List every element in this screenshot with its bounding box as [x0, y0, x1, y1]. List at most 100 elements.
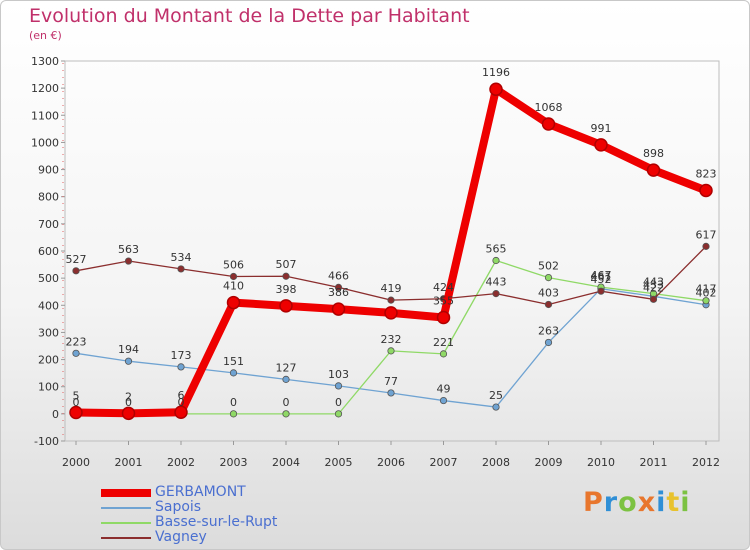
- x-tick-label: 2007: [430, 456, 458, 469]
- x-tick-label: 2001: [115, 456, 143, 469]
- data-label-gerbamont: 991: [591, 122, 612, 135]
- data-label-basse-sur-le-rupt: 502: [538, 260, 559, 273]
- data-point-gerbamont: [226, 295, 241, 310]
- data-point-basse-sur-le-rupt: [229, 410, 238, 418]
- data-label-vagney: 452: [591, 273, 612, 286]
- data-point-basse-sur-le-rupt: [334, 410, 343, 418]
- data-point-basse-sur-le-rupt: [387, 347, 395, 355]
- y-tick-label: 300: [38, 326, 59, 339]
- data-point-basse-sur-le-rupt: [544, 273, 553, 282]
- legend-item-sapois: Sapois: [101, 500, 277, 515]
- data-label-vagney: 527: [66, 253, 87, 266]
- data-label-gerbamont: 5: [73, 390, 80, 403]
- data-label-basse-sur-le-rupt: 0: [283, 396, 290, 409]
- data-label-sapois: 223: [66, 335, 87, 348]
- logo-letter: o: [618, 487, 638, 518]
- data-point-gerbamont: [699, 183, 713, 198]
- y-tick-label: 1300: [31, 55, 59, 68]
- data-label-sapois: 151: [223, 355, 244, 368]
- data-label-vagney: 443: [486, 276, 507, 289]
- data-label-sapois: 173: [171, 349, 192, 362]
- data-point-vagney: [387, 296, 395, 304]
- logo-letter: P: [583, 487, 604, 518]
- data-point-sapois: [177, 363, 185, 371]
- x-tick-label: 2012: [692, 456, 720, 469]
- logo-letter: r: [603, 487, 619, 518]
- data-label-basse-sur-le-rupt: 417: [696, 283, 717, 296]
- data-label-vagney: 466: [328, 269, 349, 282]
- data-label-gerbamont: 898: [643, 147, 664, 160]
- logo-letter: t: [666, 487, 681, 518]
- logo-letter: i: [656, 487, 667, 518]
- data-labels: 5 2 6 410 398 386 355 1196 1068 991 898 823 223 194 17…: [66, 66, 717, 409]
- data-label-basse-sur-le-rupt: 232: [381, 333, 402, 346]
- legend-swatch: [101, 536, 151, 539]
- data-label-basse-sur-le-rupt: 0: [178, 396, 185, 409]
- x-tick-label: 2011: [640, 456, 668, 469]
- data-label-gerbamont: 410: [223, 280, 244, 293]
- data-label-vagney: 506: [223, 259, 244, 272]
- data-label-vagney: 534: [171, 251, 192, 264]
- y-tick-label: 500: [38, 272, 59, 285]
- data-point-vagney: [177, 265, 185, 273]
- data-label-sapois: 402: [696, 287, 717, 300]
- data-point-basse-sur-le-rupt: [492, 256, 500, 265]
- legend-label: Basse-sur-le-Rupt: [155, 514, 278, 530]
- data-label-sapois: 461: [591, 271, 612, 284]
- data-label-vagney: 403: [538, 286, 559, 299]
- data-point-sapois: [229, 369, 238, 377]
- data-label-basse-sur-le-rupt: 443: [643, 276, 664, 289]
- data-point-vagney: [124, 257, 133, 265]
- legend: GERBAMONT Sapois Basse-sur-le-Rupt Vagney: [101, 485, 277, 545]
- data-label-basse-sur-le-rupt: 0: [73, 396, 80, 409]
- data-label-sapois: 77: [384, 375, 398, 388]
- data-point-sapois: [387, 389, 395, 397]
- data-label-sapois: 194: [118, 343, 139, 356]
- legend-swatch: [101, 506, 151, 509]
- data-point-sapois: [492, 403, 500, 411]
- data-point-sapois: [282, 375, 290, 383]
- x-tick-label: 2000: [62, 456, 90, 469]
- data-label-vagney: 422: [643, 281, 664, 294]
- y-tick-label: 600: [38, 245, 59, 258]
- data-label-gerbamont: 2: [125, 390, 132, 403]
- data-point-vagney: [702, 242, 710, 250]
- data-point-gerbamont: [436, 310, 451, 325]
- y-tick-label: 100: [38, 381, 59, 394]
- x-tick-label: 2004: [272, 456, 300, 469]
- data-label-vagney: 424: [433, 281, 454, 294]
- x-tick-label: 2002: [167, 456, 195, 469]
- data-point-gerbamont: [646, 163, 661, 177]
- legend-swatch: [101, 521, 151, 524]
- data-label-sapois: 103: [328, 368, 349, 381]
- chart-title: Evolution du Montant de la Dette par Hab…: [29, 5, 470, 27]
- x-tick-label: 2005: [325, 456, 353, 469]
- data-point-sapois: [124, 357, 133, 365]
- y-tick-label: 1100: [31, 109, 59, 122]
- data-label-sapois: 127: [276, 361, 297, 374]
- data-label-basse-sur-le-rupt: 467: [591, 269, 612, 282]
- x-tick-label: 2008: [482, 456, 510, 469]
- data-label-gerbamont: 386: [328, 286, 349, 299]
- data-point-gerbamont: [121, 406, 136, 421]
- data-point-basse-sur-le-rupt: [282, 410, 290, 418]
- data-point-vagney: [649, 295, 658, 303]
- series-lines: [69, 82, 713, 421]
- y-tick-label: 1200: [31, 82, 59, 95]
- y-tick-label: 400: [38, 299, 59, 312]
- x-tick-label: 2010: [587, 456, 615, 469]
- data-label-basse-sur-le-rupt: 221: [433, 336, 454, 349]
- data-point-vagney: [597, 287, 605, 295]
- data-label-gerbamont: 1196: [482, 66, 510, 79]
- data-label-vagney: 563: [118, 243, 139, 256]
- legend-swatch: [101, 488, 151, 497]
- data-label-gerbamont: 823: [696, 167, 717, 180]
- chart-unit: (en €): [29, 29, 62, 42]
- data-point-gerbamont: [174, 405, 188, 419]
- x-tick-label: 2003: [220, 456, 248, 469]
- x-tick-label: 2009: [535, 456, 563, 469]
- data-point-basse-sur-le-rupt: [439, 350, 448, 358]
- data-label-gerbamont: 398: [276, 283, 297, 296]
- data-label-basse-sur-le-rupt: 0: [125, 396, 132, 409]
